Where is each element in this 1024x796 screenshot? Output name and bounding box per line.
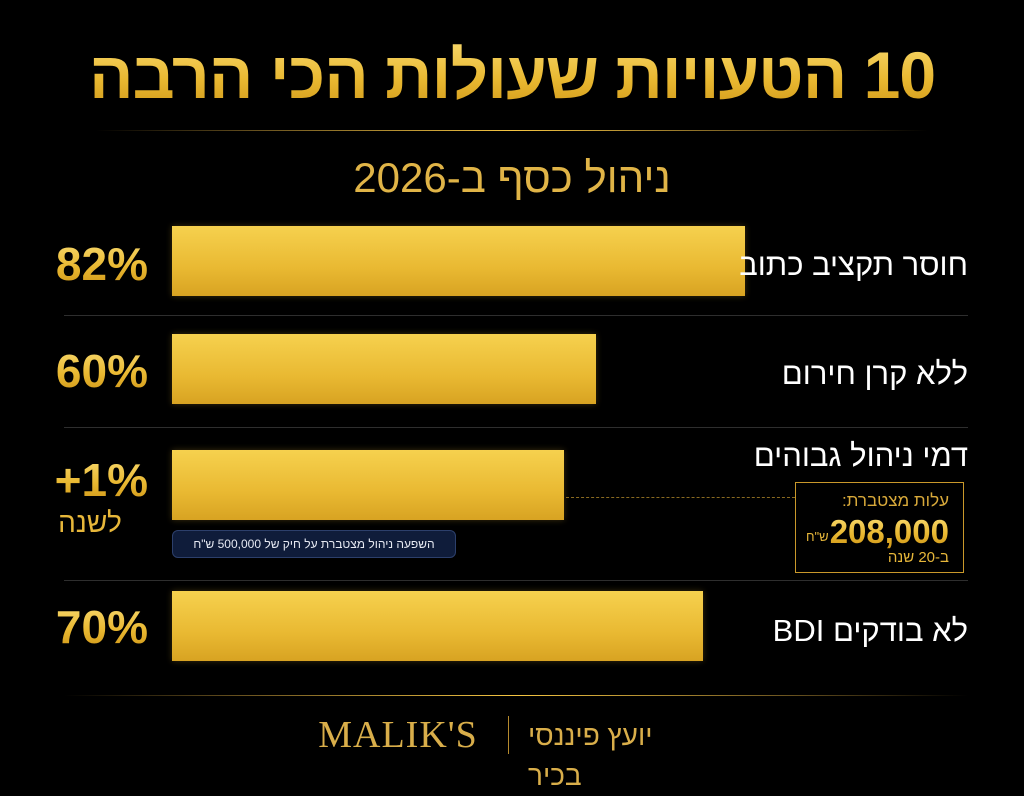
tagline: יועץ פיננסי בכיר <box>528 720 653 791</box>
callout-period: ב-20 שנה <box>887 549 949 566</box>
bar <box>172 591 703 661</box>
note-badge: השפעה ניהול מצטברת על חיק של 500,000 ש"ח <box>172 530 456 558</box>
row-value: 60% <box>40 343 148 399</box>
separator <box>64 427 968 428</box>
divider <box>64 695 968 696</box>
callout-amount: 208,000 <box>829 513 949 550</box>
bar <box>172 450 564 520</box>
page: 10 הטעויות שעולות הכי הרבה ניהול כסף ב-2… <box>0 30 1024 791</box>
separator <box>64 580 968 581</box>
row-label: ללא קרן חירום <box>781 356 968 391</box>
row-value-note: לשנה <box>58 507 122 538</box>
title: 10 הטעויות שעולות הכי הרבה <box>0 30 1024 120</box>
footer-divider <box>508 716 509 754</box>
row-value: 70% <box>40 599 148 655</box>
divider <box>96 130 928 131</box>
bar <box>172 334 596 404</box>
callout-unit: ש"ח <box>806 529 829 544</box>
bar <box>172 226 745 296</box>
row-label: חוסר תקציב כתוב <box>739 247 968 282</box>
callout-title: עלות מצטברת: <box>841 491 949 510</box>
brand: MALIK'S <box>318 714 478 756</box>
separator <box>64 315 968 316</box>
row-value: 82% <box>40 236 148 292</box>
row-label: דמי ניהול גבוהים <box>753 438 968 473</box>
connector <box>566 497 795 498</box>
row-value: +1% <box>40 452 148 508</box>
subtitle: ניהול כסף ב-2026 <box>353 154 671 201</box>
callout-box: עלות מצטברת: 208,000 ש"ח ב-20 שנה <box>795 482 964 573</box>
row-label: לא בודקים BDI <box>772 613 968 648</box>
